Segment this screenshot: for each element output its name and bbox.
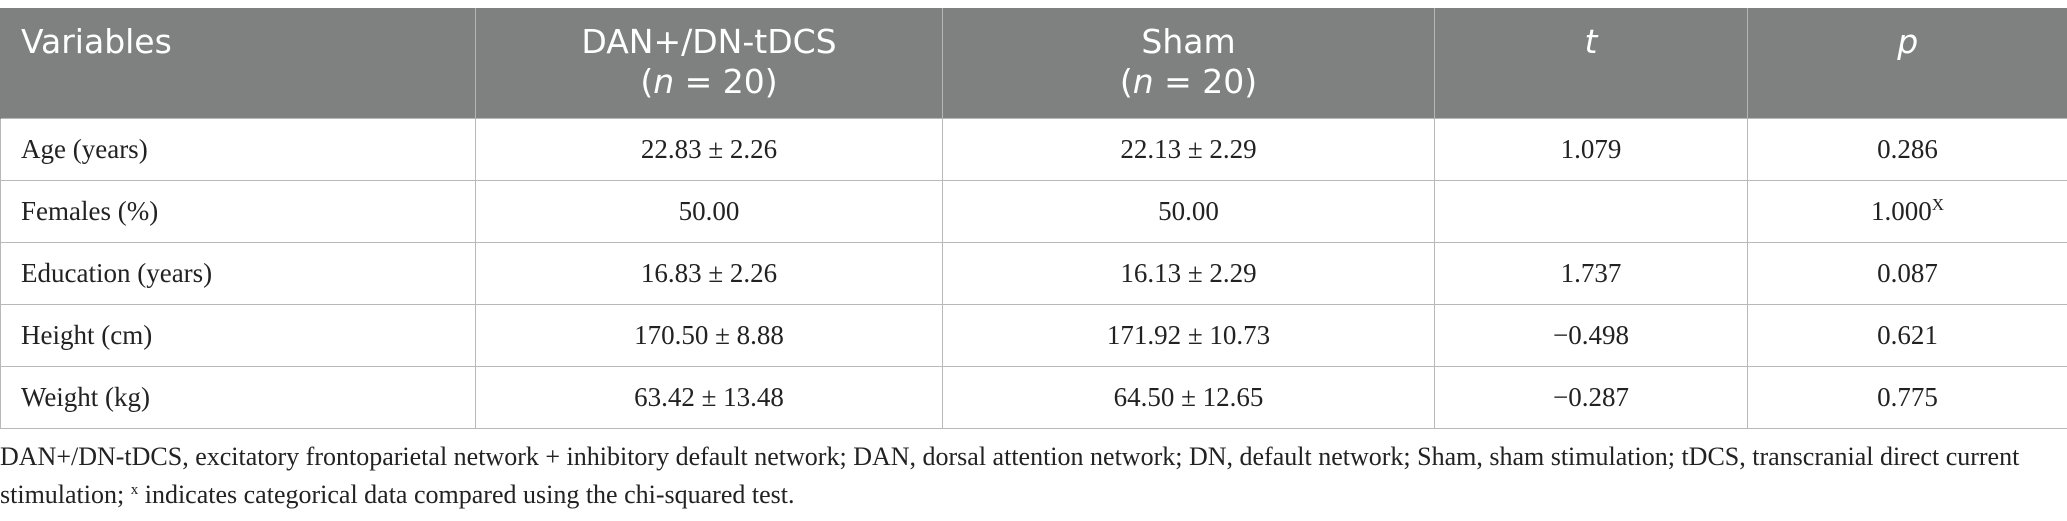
cell-variable: Females (%) [0, 179, 476, 243]
cell-sham: 64.50 ± 12.65 [942, 365, 1435, 429]
cell-p-value: 1.000 [1870, 195, 1932, 226]
cell-t: −0.287 [1434, 365, 1748, 429]
header-group1-name: DAN+/DN-tDCS [581, 22, 837, 61]
cell-p-value: 0.775 [1877, 381, 1938, 412]
table-header-row: Variables DAN+/DN-tDCS (n = 20) Sham (n … [0, 8, 2067, 118]
cell-p: 0.286 [1747, 117, 2067, 181]
header-t: t [1434, 8, 1748, 118]
header-group1: DAN+/DN-tDCS (n = 20) [475, 8, 943, 118]
cell-p-value: 0.621 [1877, 319, 1938, 350]
chi-square-marker: X [1931, 194, 1945, 214]
header-group2-n: (n = 20) [1119, 62, 1258, 101]
demographics-table: Variables DAN+/DN-tDCS (n = 20) Sham (n … [0, 8, 2067, 429]
cell-p-value: 0.286 [1877, 133, 1938, 164]
header-group1-n: (n = 20) [640, 62, 778, 101]
footnote-text: DAN+/DN-tDCS, excitatory frontoparietal … [0, 442, 2020, 509]
cell-sham: 22.13 ± 2.29 [942, 117, 1435, 181]
header-variables: Variables [0, 8, 476, 118]
cell-t: −0.498 [1434, 303, 1748, 367]
cell-dan: 16.83 ± 2.26 [475, 241, 943, 305]
header-group2-name: Sham [1141, 22, 1236, 61]
footnote-tail: indicates categorical data compared usin… [144, 480, 795, 509]
header-group2: Sham (n = 20) [942, 8, 1435, 118]
table-footnote: DAN+/DN-tDCS, excitatory frontoparietal … [0, 438, 2040, 514]
table-row: Females (%) 50.00 50.00 1.000X [0, 179, 2067, 243]
header-p: p [1747, 8, 2067, 118]
cell-p: 0.775 [1747, 365, 2067, 429]
cell-p-value: 0.087 [1877, 257, 1938, 288]
cell-sham: 50.00 [942, 179, 1435, 243]
cell-dan: 170.50 ± 8.88 [475, 303, 943, 367]
cell-sham: 171.92 ± 10.73 [942, 303, 1435, 367]
cell-variable: Education (years) [0, 241, 476, 305]
cell-dan: 50.00 [475, 179, 943, 243]
cell-p: 1.000X [1747, 179, 2067, 243]
cell-dan: 22.83 ± 2.26 [475, 117, 943, 181]
cell-variable: Weight (kg) [0, 365, 476, 429]
cell-p: 0.087 [1747, 241, 2067, 305]
cell-t: 1.737 [1434, 241, 1748, 305]
cell-variable: Height (cm) [0, 303, 476, 367]
footnote-marker: x [130, 482, 139, 498]
table-row: Height (cm) 170.50 ± 8.88 171.92 ± 10.73… [0, 303, 2067, 367]
cell-t: 1.079 [1434, 117, 1748, 181]
table-row: Education (years) 16.83 ± 2.26 16.13 ± 2… [0, 241, 2067, 305]
cell-p: 0.621 [1747, 303, 2067, 367]
table-row: Age (years) 22.83 ± 2.26 22.13 ± 2.29 1.… [0, 117, 2067, 181]
cell-dan: 63.42 ± 13.48 [475, 365, 943, 429]
cell-variable: Age (years) [0, 117, 476, 181]
cell-sham: 16.13 ± 2.29 [942, 241, 1435, 305]
cell-t [1434, 179, 1748, 243]
table-container: Variables DAN+/DN-tDCS (n = 20) Sham (n … [0, 8, 2067, 429]
table-row: Weight (kg) 63.42 ± 13.48 64.50 ± 12.65 … [0, 365, 2067, 429]
